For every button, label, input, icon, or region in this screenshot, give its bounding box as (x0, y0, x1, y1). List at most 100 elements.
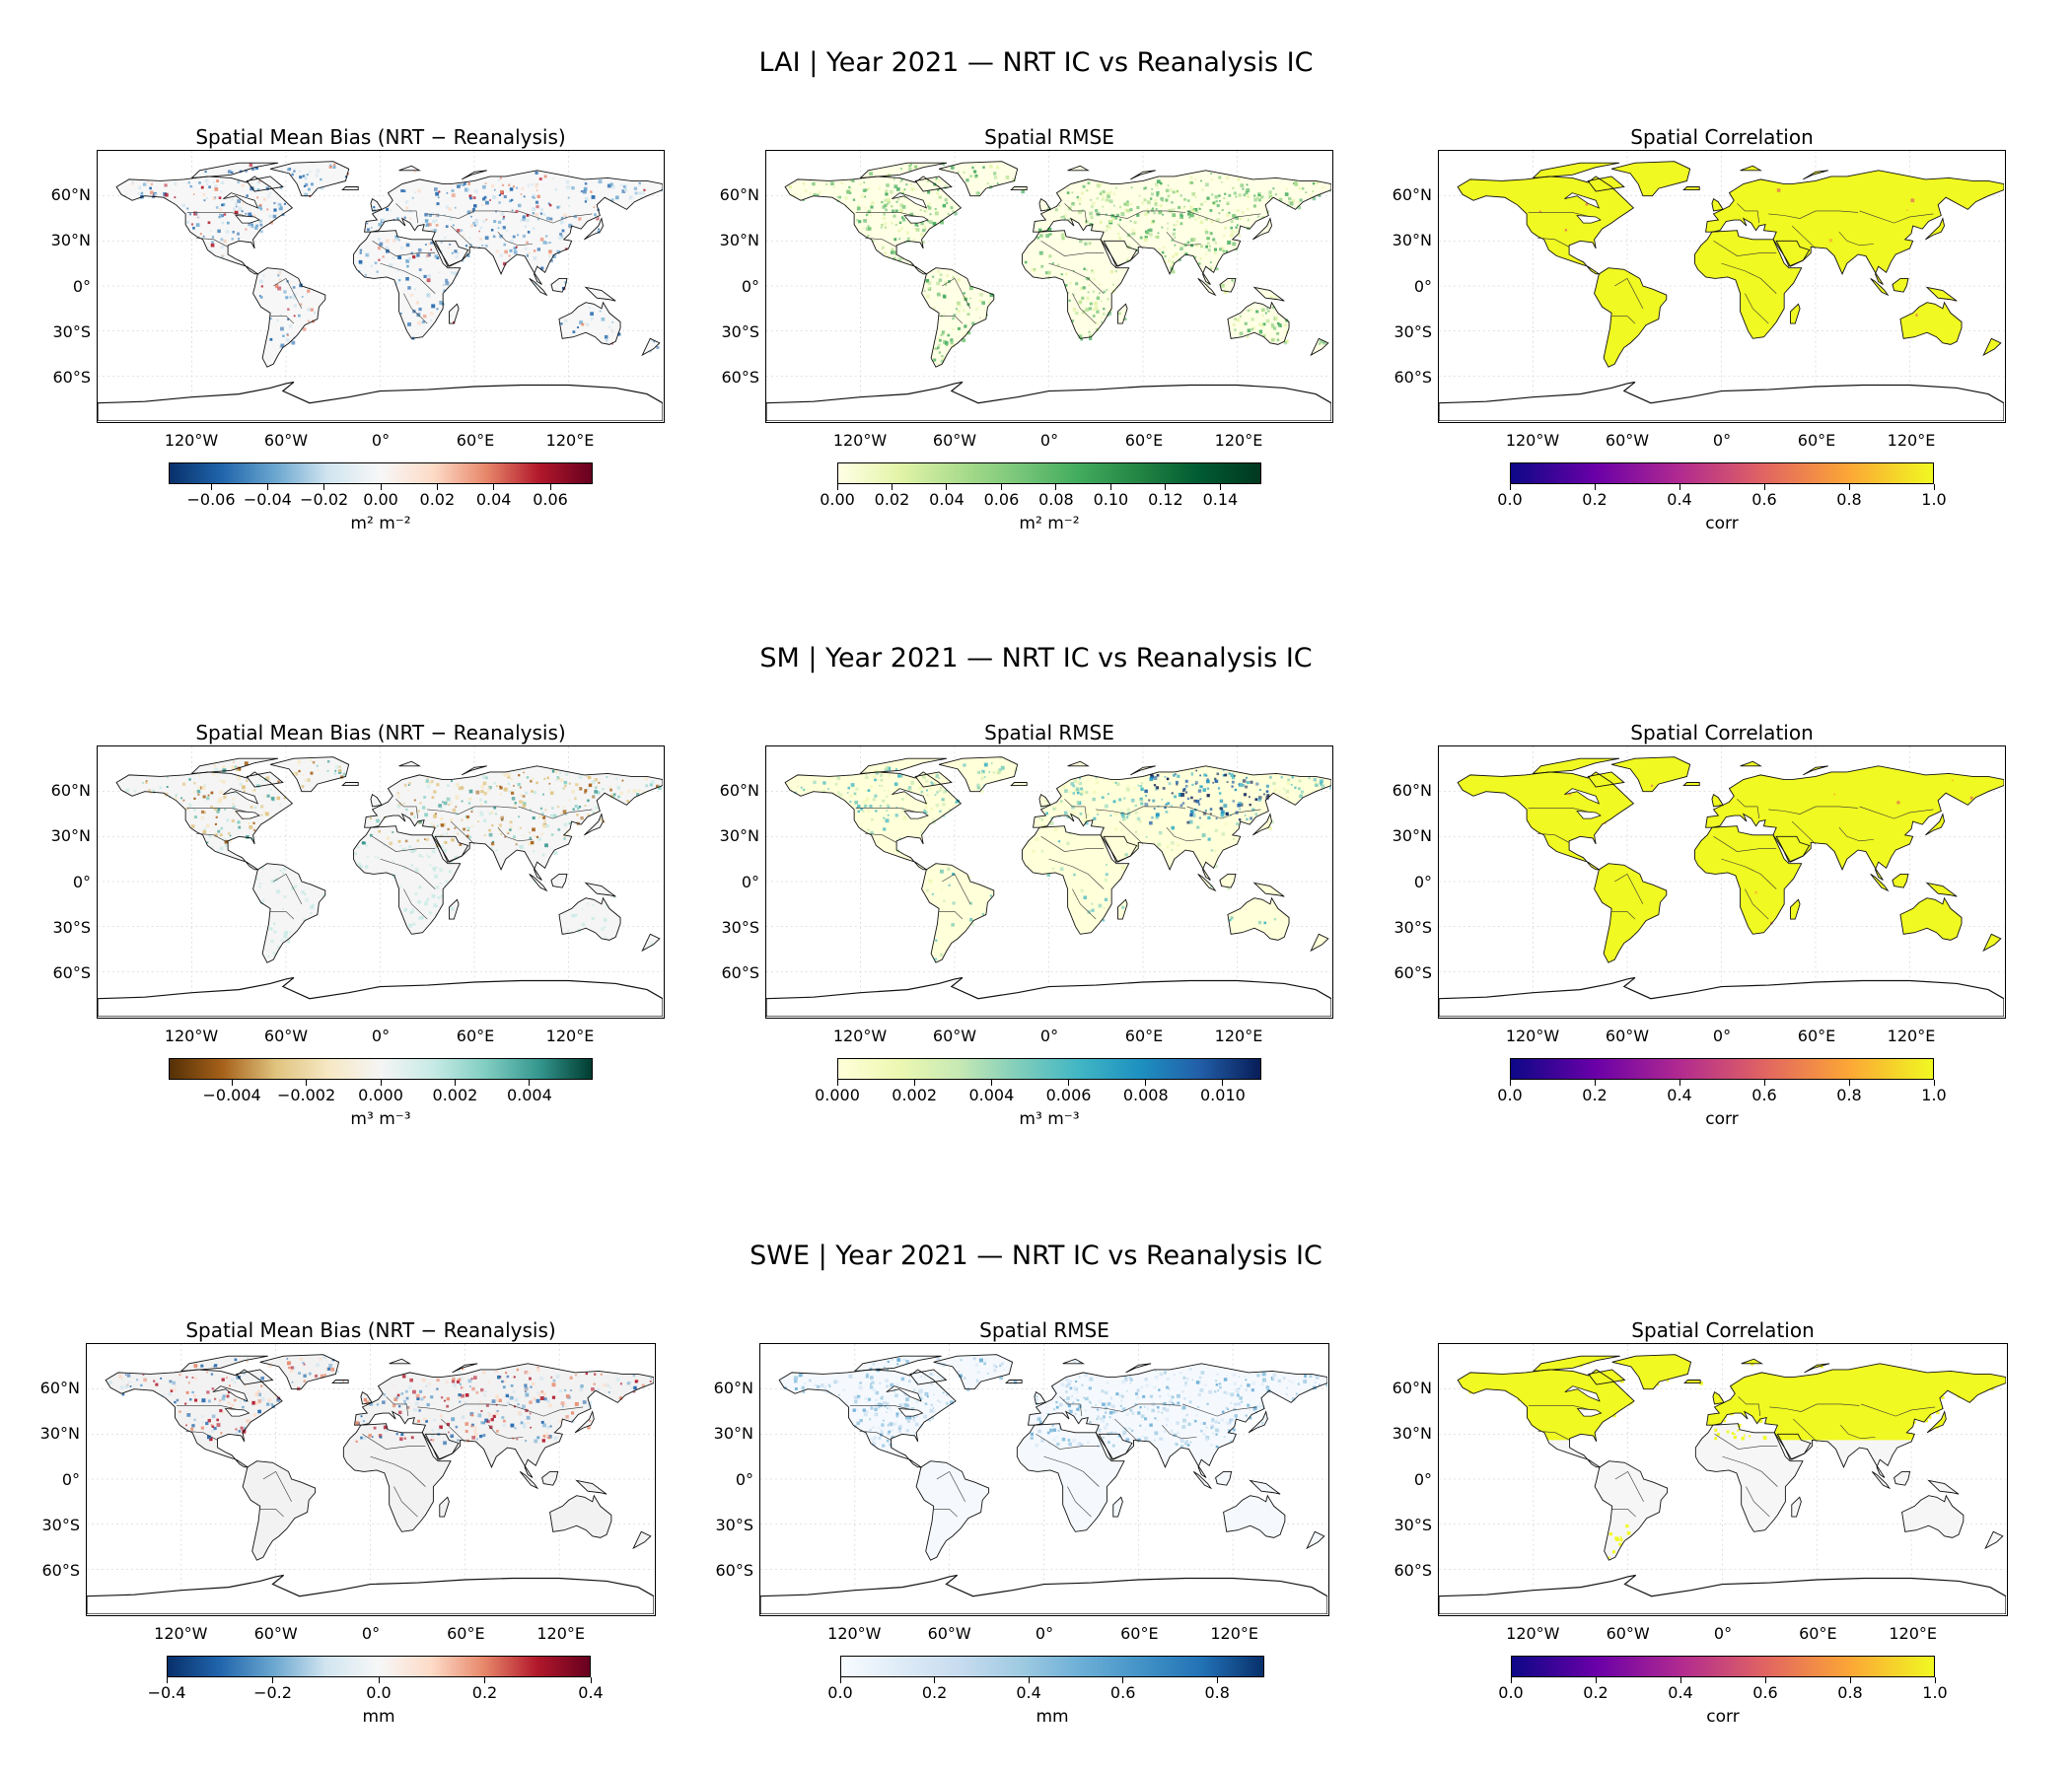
coastline-japan (1926, 1410, 1947, 1434)
lat-label: 30°N (1392, 826, 1432, 846)
data-pixel (195, 223, 200, 227)
data-pixel (1218, 248, 1223, 251)
data-pixel (1096, 810, 1100, 814)
map-rmse[interactable] (759, 1343, 1329, 1616)
data-pixel (1159, 1395, 1162, 1398)
data-pixel (250, 167, 255, 172)
data-pixel (518, 815, 521, 818)
data-pixel (545, 242, 548, 245)
data-pixel (185, 1376, 188, 1379)
data-pixel (1312, 190, 1315, 193)
data-pixels (794, 757, 1331, 961)
data-pixel (862, 188, 867, 192)
data-pixel (1167, 1393, 1170, 1396)
map-rmse[interactable] (765, 745, 1333, 1019)
data-pixel (118, 1375, 122, 1379)
colorbar-tick-label: 0.008 (1122, 1086, 1169, 1104)
data-pixel (1228, 194, 1232, 197)
data-pixel (260, 285, 263, 288)
data-pixel (338, 768, 342, 773)
data-pixel (282, 334, 285, 337)
map-corr[interactable] (1438, 150, 2006, 423)
data-pixel (1109, 1396, 1112, 1399)
data-pixel (290, 1366, 294, 1370)
map-corr[interactable] (1438, 745, 2006, 1019)
data-pixel (1085, 308, 1090, 312)
country-border (1528, 212, 1592, 218)
data-pixel (939, 339, 942, 342)
data-pixel (397, 1405, 401, 1408)
data-pixel (856, 206, 861, 211)
data-pixel (643, 188, 646, 191)
data-pixel (121, 1392, 125, 1396)
data-pixel (1207, 248, 1211, 252)
data-pixel (536, 194, 540, 198)
country-border (1528, 808, 1592, 814)
country-border (1166, 232, 1201, 247)
data-pixel (893, 177, 895, 180)
data-pixel (323, 1374, 326, 1377)
data-pixel (565, 1415, 569, 1419)
data-pixel (1058, 1427, 1062, 1430)
colorbar-corr (1510, 462, 1934, 484)
data-pixel (1041, 823, 1045, 828)
data-pixel (929, 1372, 933, 1376)
data-pixel (533, 196, 536, 199)
data-pixel (873, 775, 876, 778)
data-pixel (421, 320, 425, 324)
map-bias[interactable] (97, 150, 665, 423)
data-pixel (1204, 231, 1209, 235)
data-pixel (926, 1395, 929, 1398)
data-pixel (1199, 774, 1201, 777)
data-pixel (1193, 208, 1198, 212)
lon-label: 120°E (1887, 1027, 1936, 1045)
data-pixel (1258, 1372, 1262, 1376)
data-pixel (264, 812, 269, 816)
data-pixel (1215, 199, 1218, 203)
colorbar-tick-label: 0.4 (1667, 1086, 1692, 1104)
lon-label: 120°W (154, 1624, 208, 1643)
coastline-japan (1925, 217, 1945, 241)
map-rmse[interactable] (765, 150, 1333, 423)
data-pixel (304, 176, 308, 179)
coastline-greenland (938, 161, 1019, 197)
coastline-borneo (1893, 1470, 1911, 1486)
map-bias[interactable] (86, 1343, 656, 1616)
data-pixel (468, 237, 471, 240)
data-pixel (549, 220, 552, 223)
data-pixel (1153, 211, 1156, 215)
data-pixel (507, 775, 511, 779)
data-pixel (373, 1426, 377, 1430)
coastline-newGuinea (1925, 286, 1958, 302)
data-pixel (482, 781, 487, 786)
colorbar-tick-label: 0.6 (1751, 490, 1777, 509)
data-pixel (277, 780, 280, 783)
map-bias[interactable] (97, 745, 665, 1019)
data-pixel (1222, 249, 1225, 252)
data-pixel (584, 791, 587, 794)
data-pixel (1175, 251, 1179, 256)
data-pixel (1181, 1425, 1186, 1429)
data-pixel (1234, 788, 1238, 792)
data-pixel (1148, 799, 1151, 802)
data-pixel (434, 214, 438, 218)
data-pixel (231, 171, 234, 175)
data-pixel (1604, 821, 1607, 824)
coastline-arcticIslands (853, 1355, 942, 1372)
data-pixel (1255, 310, 1259, 314)
data-pixel (1102, 919, 1106, 922)
data-pixel (455, 806, 458, 809)
country-border (933, 1509, 958, 1518)
data-pixel (1100, 317, 1103, 319)
data-pixel (448, 1431, 450, 1434)
colorbar-tick-mark (1216, 1677, 1218, 1683)
data-pixel (877, 1426, 880, 1429)
lon-label: 60°E (447, 1624, 485, 1643)
data-pixel (1194, 195, 1197, 198)
data-pixel (414, 288, 417, 291)
land-uk (1034, 1391, 1046, 1404)
world-map-svg (1439, 151, 2004, 421)
data-pixel (1117, 232, 1120, 236)
map-corr[interactable] (1438, 1343, 2008, 1616)
country-border (386, 1396, 409, 1417)
